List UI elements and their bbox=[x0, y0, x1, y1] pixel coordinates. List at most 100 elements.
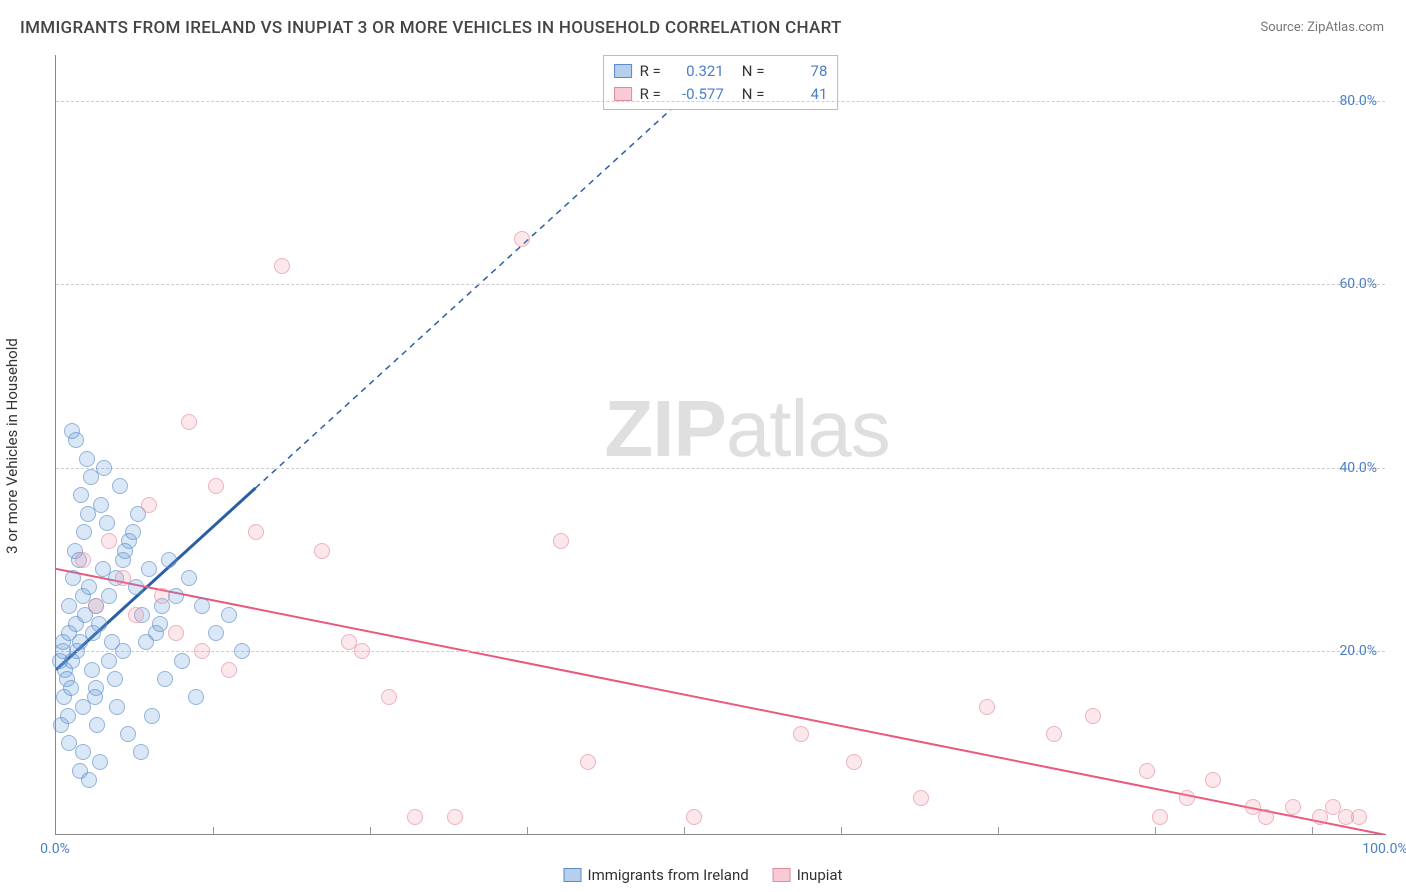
legend-item-ireland: Immigrants from Ireland bbox=[564, 866, 749, 884]
data-point bbox=[63, 680, 79, 696]
data-point bbox=[194, 643, 210, 659]
data-point bbox=[221, 662, 237, 678]
trendlines-svg bbox=[56, 55, 1386, 835]
data-point bbox=[514, 231, 530, 247]
data-point bbox=[1046, 726, 1062, 742]
gridline-v-minor bbox=[998, 827, 999, 835]
gridline-v-minor bbox=[1312, 827, 1313, 835]
plot-area: ZIPatlas R = 0.321 N = 78 R = -0.577 N =… bbox=[55, 55, 1385, 835]
data-point bbox=[101, 588, 117, 604]
bottom-legend: Immigrants from Ireland Inupiat bbox=[564, 866, 843, 884]
gridline-v-minor bbox=[841, 827, 842, 835]
data-point bbox=[208, 478, 224, 494]
swatch-pink-icon bbox=[614, 87, 632, 101]
ytick-label: 80.0% bbox=[1339, 93, 1377, 109]
data-point bbox=[580, 754, 596, 770]
data-point bbox=[913, 790, 929, 806]
data-point bbox=[181, 414, 197, 430]
data-point bbox=[87, 689, 103, 705]
data-point bbox=[161, 552, 177, 568]
gridline-h bbox=[56, 468, 1385, 469]
r-value-ireland: 0.321 bbox=[669, 60, 724, 83]
data-point bbox=[73, 487, 89, 503]
data-point bbox=[92, 754, 108, 770]
data-point bbox=[81, 579, 97, 595]
data-point bbox=[188, 689, 204, 705]
data-point bbox=[99, 515, 115, 531]
data-point bbox=[314, 543, 330, 559]
data-point bbox=[141, 497, 157, 513]
data-point bbox=[248, 524, 264, 540]
swatch-pink-icon bbox=[773, 868, 791, 882]
legend-label-ireland: Immigrants from Ireland bbox=[588, 866, 749, 884]
data-point bbox=[447, 809, 463, 825]
ytick-label: 60.0% bbox=[1339, 276, 1377, 292]
data-point bbox=[76, 524, 92, 540]
stats-row-ireland: R = 0.321 N = 78 bbox=[614, 60, 828, 83]
data-point bbox=[1139, 763, 1155, 779]
data-point bbox=[128, 607, 144, 623]
data-point bbox=[274, 258, 290, 274]
data-point bbox=[846, 754, 862, 770]
data-point bbox=[53, 717, 69, 733]
chart-title: IMMIGRANTS FROM IRELAND VS INUPIAT 3 OR … bbox=[20, 18, 842, 38]
data-point bbox=[174, 653, 190, 669]
data-point bbox=[64, 423, 80, 439]
data-point bbox=[181, 570, 197, 586]
data-point bbox=[221, 607, 237, 623]
data-point bbox=[152, 616, 168, 632]
n-value-ireland: 78 bbox=[772, 60, 827, 83]
data-point bbox=[407, 809, 423, 825]
data-point bbox=[65, 570, 81, 586]
data-point bbox=[75, 552, 91, 568]
ytick-label: 20.0% bbox=[1339, 643, 1377, 659]
legend-label-inupiat: Inupiat bbox=[797, 866, 843, 884]
data-point bbox=[553, 533, 569, 549]
legend-item-inupiat: Inupiat bbox=[773, 866, 843, 884]
data-point bbox=[354, 643, 370, 659]
data-point bbox=[84, 662, 100, 678]
data-point bbox=[234, 643, 250, 659]
data-point bbox=[107, 671, 123, 687]
gridline-h bbox=[56, 101, 1385, 102]
swatch-blue-icon bbox=[614, 64, 632, 78]
xtick-label: 0.0% bbox=[40, 841, 70, 857]
data-point bbox=[89, 717, 105, 733]
data-point bbox=[194, 598, 210, 614]
data-point bbox=[144, 708, 160, 724]
data-point bbox=[138, 634, 154, 650]
data-point bbox=[1351, 809, 1367, 825]
data-point bbox=[69, 643, 85, 659]
gridline-v-minor bbox=[527, 827, 528, 835]
swatch-blue-icon bbox=[564, 868, 582, 882]
data-point bbox=[109, 699, 125, 715]
data-point bbox=[128, 579, 144, 595]
y-axis-label: 3 or more Vehicles in Household bbox=[3, 338, 21, 554]
data-point bbox=[154, 588, 170, 604]
data-point bbox=[1285, 799, 1301, 815]
data-point bbox=[208, 625, 224, 641]
gridline-v-minor bbox=[1155, 827, 1156, 835]
data-point bbox=[79, 451, 95, 467]
gridline-v-minor bbox=[213, 827, 214, 835]
data-point bbox=[101, 533, 117, 549]
data-point bbox=[1179, 790, 1195, 806]
data-point bbox=[168, 625, 184, 641]
data-point bbox=[125, 524, 141, 540]
watermark: ZIPatlas bbox=[604, 383, 889, 475]
data-point bbox=[88, 598, 104, 614]
data-point bbox=[157, 671, 173, 687]
data-point bbox=[112, 478, 128, 494]
data-point bbox=[120, 726, 136, 742]
data-point bbox=[141, 561, 157, 577]
data-point bbox=[793, 726, 809, 742]
source-label: Source: ZipAtlas.com bbox=[1260, 20, 1384, 35]
data-point bbox=[75, 744, 91, 760]
data-point bbox=[1152, 809, 1168, 825]
data-point bbox=[93, 497, 109, 513]
data-point bbox=[381, 689, 397, 705]
gridline-h bbox=[56, 651, 1385, 652]
data-point bbox=[686, 809, 702, 825]
data-point bbox=[1205, 772, 1221, 788]
gridline-v-minor bbox=[370, 827, 371, 835]
